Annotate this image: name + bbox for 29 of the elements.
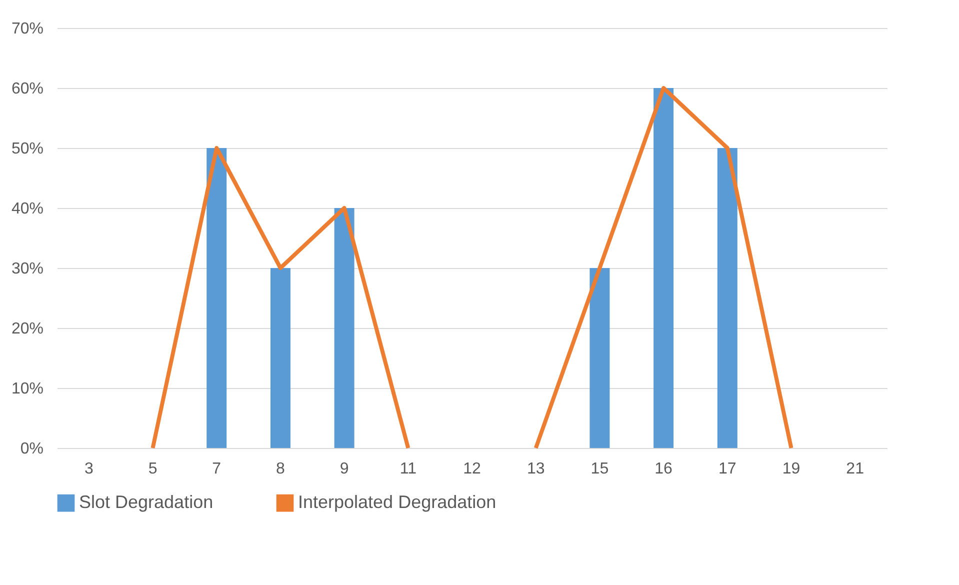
y-tick-label: 50% [11,140,44,158]
x-tick-label: 12 [463,460,481,478]
x-tick-label: 3 [84,460,94,478]
x-tick-label: 19 [782,460,800,478]
legend-label: Interpolated Degradation [298,492,496,512]
x-tick-label: 5 [148,460,158,478]
y-tick-label: 20% [11,320,44,338]
x-tick-label: 11 [400,460,417,478]
x-tick-label: 7 [212,460,222,478]
bar [270,268,290,448]
x-tick-label: 17 [718,460,736,478]
x-tick-label: 21 [846,460,864,478]
y-tick-label: 70% [11,20,44,38]
y-tick-label: 0% [20,440,44,458]
x-tick-label: 13 [526,460,545,478]
bar [590,268,610,448]
x-tick-label: 15 [590,460,609,478]
bar [206,148,227,448]
legend-label: Slot Degradation [79,492,214,512]
bar [654,88,674,448]
x-tick-label: 16 [654,460,673,478]
y-tick-label: 10% [11,380,44,398]
x-tick-label: 9 [340,460,349,478]
y-tick-label: 60% [11,80,44,98]
bar [717,148,738,448]
y-tick-label: 40% [11,200,44,218]
bar [334,208,354,448]
y-tick-label: 30% [11,260,44,278]
x-tick-label: 8 [276,460,286,478]
